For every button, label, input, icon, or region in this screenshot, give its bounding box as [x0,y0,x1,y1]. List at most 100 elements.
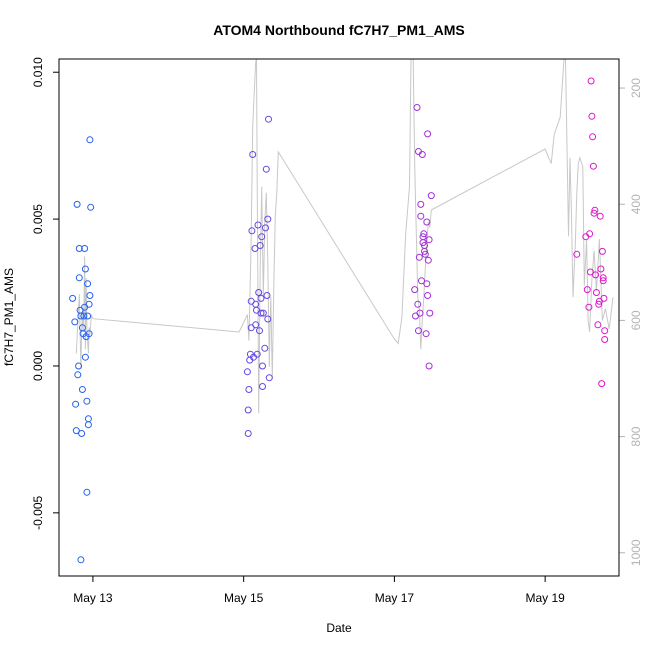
data-point [251,245,259,252]
data-point [595,300,603,308]
data-point [71,318,79,326]
data-point [80,312,88,320]
data-point [77,556,85,564]
x-tick-label: May 15 [224,591,264,605]
data-point [594,321,602,329]
data-point [258,233,266,241]
data-point [265,374,273,382]
data-point [84,280,92,288]
x-tick-label: May 17 [375,591,415,605]
data-point [424,256,432,264]
data-point [413,104,421,111]
y2-tick-label: 600 [629,310,643,330]
y-tick-label: 0.010 [31,57,45,87]
data-point [586,268,594,276]
plot-frame [58,58,620,577]
data-point [257,309,265,317]
data-point [598,247,606,255]
data-point [601,327,609,335]
x-tick-label: May 13 [73,591,113,605]
data-point [596,212,604,220]
data-point [256,242,264,249]
data-point [591,206,599,214]
data-point [587,77,595,85]
data-point [77,312,85,320]
data-point [261,344,269,352]
y2-tick-label: 1000 [629,539,643,566]
data-point [78,430,86,437]
data-point [75,245,83,252]
data-point [87,203,95,211]
y2-tick-label: 200 [629,78,643,98]
data-point [73,200,81,208]
data-point [74,371,82,379]
data-point [254,221,262,229]
chart-title: ATOM4 Northbound fC7H7_PM1_AMS [213,22,465,38]
data-point [424,130,432,138]
data-point [245,386,253,393]
data-point [86,136,94,144]
data-point [601,336,609,343]
data-point [85,300,93,308]
data-point [583,286,591,294]
data-point [257,294,265,302]
secondary-trace-line [75,59,614,414]
y2-tick-label: 400 [629,194,643,214]
data-point [425,236,433,244]
y2-tick-label: 800 [629,426,643,446]
data-point [416,309,424,317]
data-point [84,312,92,320]
data-point [589,133,597,141]
data-point [253,350,261,358]
data-point [421,250,429,258]
data-point [415,253,423,261]
data-point [86,292,94,299]
data-point [588,112,596,120]
data-point [81,245,89,252]
data-point [599,274,607,282]
data-point [598,380,606,388]
data-point [259,383,266,390]
data-point [84,415,92,423]
data-point [259,309,267,317]
data-point [590,209,598,217]
data-point [75,274,83,282]
data-point [243,368,251,376]
data-point [256,327,263,335]
data-point [78,386,86,393]
data-point [244,406,252,414]
data-point [423,218,431,226]
data-point [81,353,89,361]
data-point [417,212,425,220]
data-point [262,165,270,173]
data-point [418,151,426,158]
data-points [69,77,609,564]
data-point [415,327,422,335]
data-point [597,265,605,273]
data-point [248,227,256,235]
data-point [417,200,425,208]
data-point [249,151,257,158]
data-point [75,362,83,370]
data-point [411,286,419,294]
data-point [264,315,272,323]
secondary-trace [75,59,614,414]
data-point [599,277,607,285]
data-point [592,271,600,279]
data-point [69,294,77,302]
data-point [262,224,269,232]
x-tick-label: May 19 [525,591,565,605]
data-point [84,421,92,429]
axes: May 13 May 15 May 17 May 19 -0.005 0.000 0.005… [31,57,643,605]
data-point [592,289,600,296]
y-tick-label: 0.005 [31,204,45,234]
data-point [244,430,252,437]
data-point [600,294,608,302]
data-point [72,427,80,435]
data-point [421,247,428,255]
data-point [419,233,427,241]
y-tick-label: 0.000 [31,351,45,381]
data-point [424,292,432,299]
data-point [255,289,263,296]
